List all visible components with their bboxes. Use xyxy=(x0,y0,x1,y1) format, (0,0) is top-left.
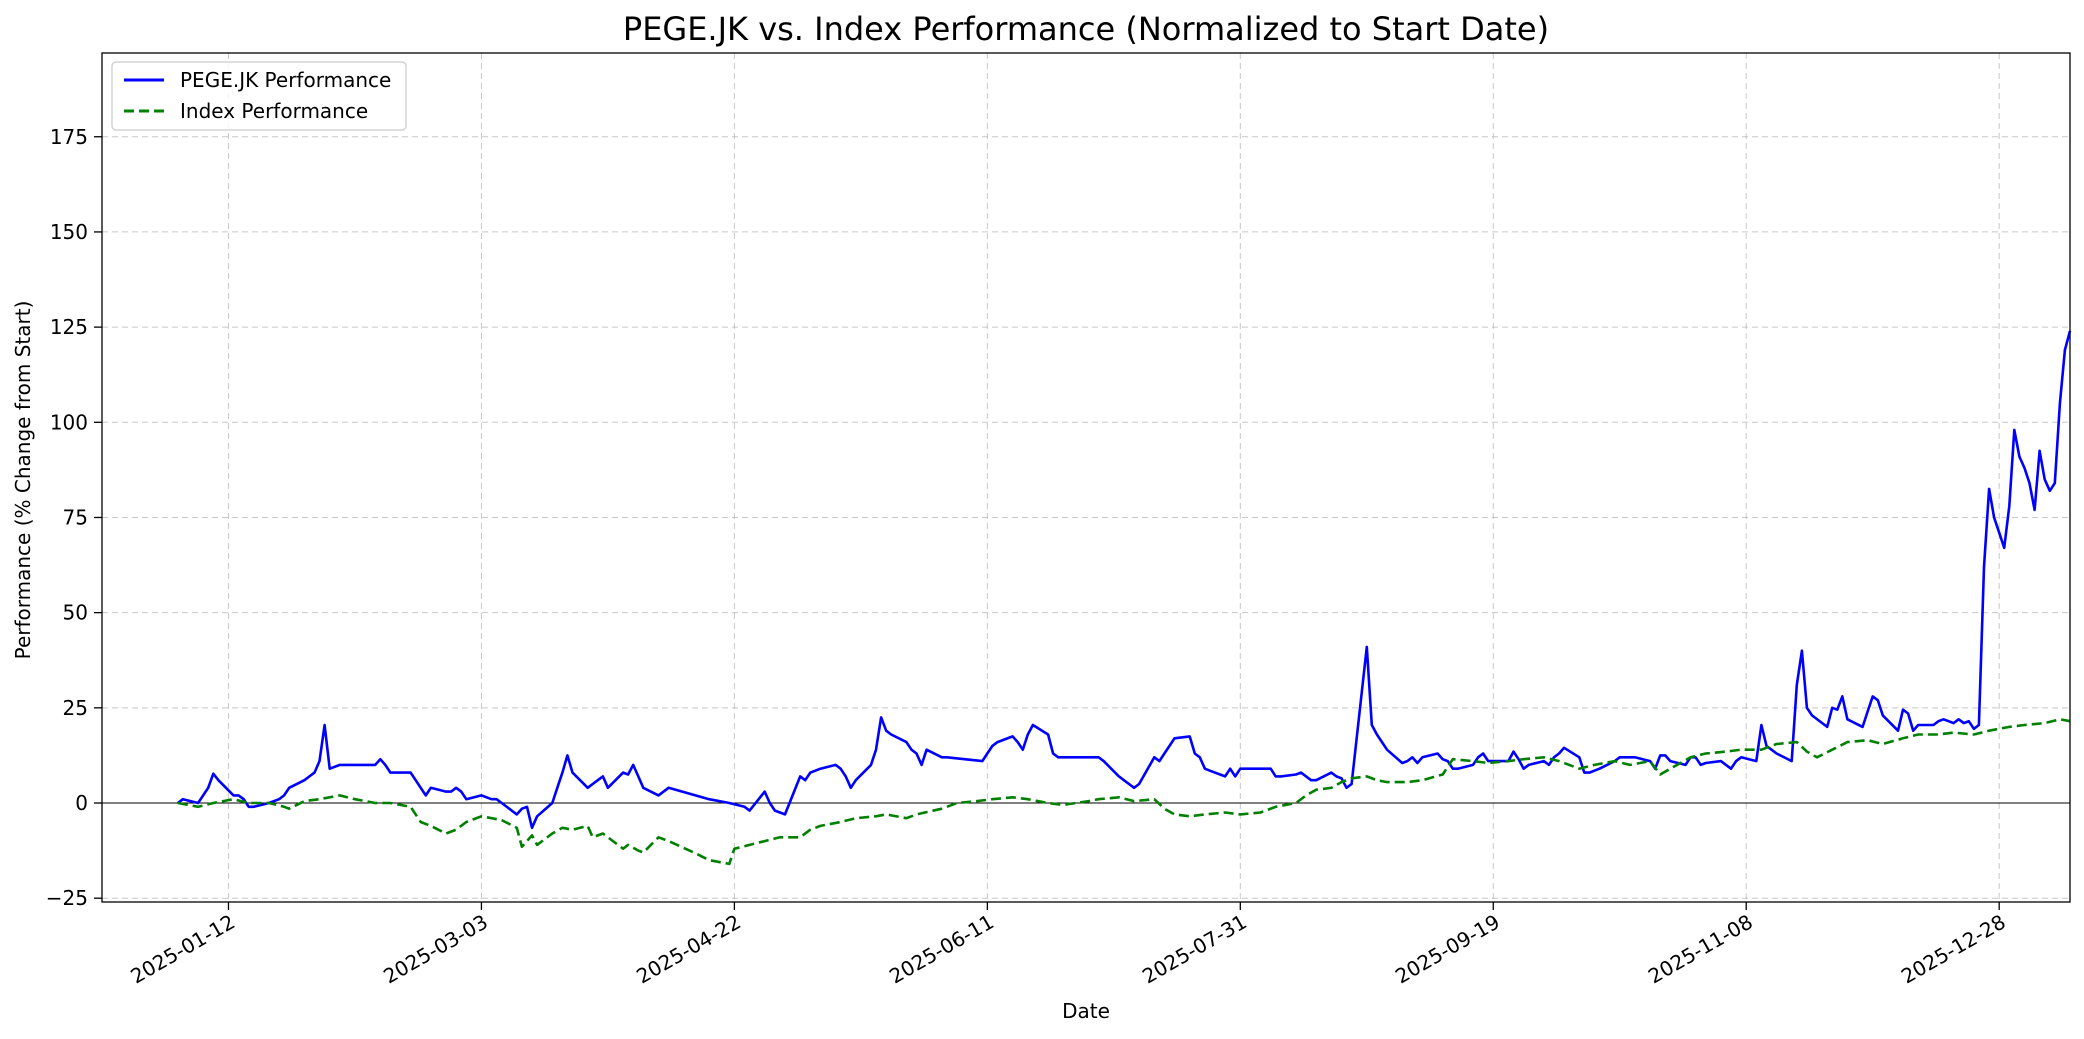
y-tick-label: 50 xyxy=(63,601,88,625)
legend-label-index: Index Performance xyxy=(180,99,368,123)
x-tick-label: 2025-03-03 xyxy=(379,910,492,989)
y-tick-label: 0 xyxy=(75,791,88,815)
y-tick-label: 75 xyxy=(63,505,88,529)
y-tick-label: 25 xyxy=(63,696,88,720)
x-axis: 2025-01-12 2025-03-03 2025-04-22 2025-06-11… xyxy=(126,902,2010,989)
y-tick-label: −25 xyxy=(46,886,88,910)
x-tick-label: 2025-12-28 xyxy=(1897,910,2010,989)
x-tick-label: 2025-09-19 xyxy=(1391,910,1504,989)
y-axis: −25 0 25 50 75 100 125 150 175 xyxy=(46,125,102,910)
x-axis-label: Date xyxy=(1062,999,1110,1023)
grid xyxy=(102,53,2070,902)
x-tick-label: 2025-01-12 xyxy=(126,910,239,989)
legend-label-stock: PEGE.JK Performance xyxy=(180,68,391,92)
y-tick-label: 100 xyxy=(50,410,88,434)
series-layer xyxy=(177,330,2072,866)
y-tick-label: 125 xyxy=(50,315,88,339)
chart-title: PEGE.JK vs. Index Performance (Normalize… xyxy=(623,10,1549,48)
plot-frame xyxy=(101,52,2071,903)
x-tick-label: 2025-11-08 xyxy=(1644,910,1757,989)
x-tick-label: 2025-06-11 xyxy=(885,910,998,989)
plot-area xyxy=(101,52,2072,903)
y-tick-label: 150 xyxy=(50,220,88,244)
x-tick-label: 2025-04-22 xyxy=(632,910,745,989)
y-axis-label: Performance (% Change from Start) xyxy=(11,301,35,660)
legend: PEGE.JK Performance Index Performance xyxy=(111,61,407,131)
series-line-index xyxy=(177,718,2071,866)
y-tick-label: 175 xyxy=(50,125,88,149)
x-tick-label: 2025-07-31 xyxy=(1138,910,1251,989)
series-line-stock xyxy=(177,330,2072,830)
legend-box xyxy=(111,61,407,131)
